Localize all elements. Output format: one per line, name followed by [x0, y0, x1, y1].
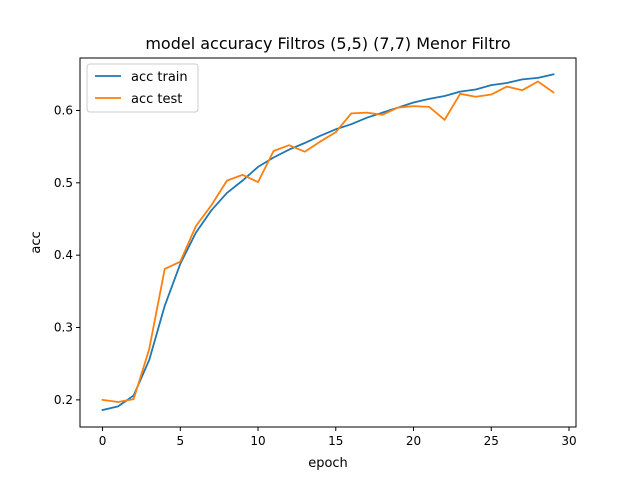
- legend-label: acc test: [131, 92, 182, 107]
- ticks: 0 5 10 15 20 25 30 0.2 0.3 0.4 0.5 0.6: [54, 103, 577, 448]
- legend-label: acc train: [131, 70, 188, 85]
- x-tick-label: 20: [406, 434, 421, 448]
- axes-frame: [79, 57, 577, 428]
- y-tick-label: 0.6: [54, 103, 73, 117]
- x-tick-label: 25: [484, 434, 499, 448]
- x-tick-label: 5: [176, 434, 184, 448]
- legend: acc train acc test: [86, 63, 199, 113]
- y-tick-label: 0.5: [54, 176, 73, 190]
- series-line-acc-test: [101, 80, 555, 403]
- series-line-acc-train: [101, 73, 555, 412]
- x-tick-label: 30: [561, 434, 576, 448]
- chart-title: model accuracy Filtros (5,5) (7,7) Menor…: [145, 34, 510, 53]
- series-lines: [101, 73, 555, 412]
- y-tick-label: 0.3: [54, 321, 73, 335]
- y-axis-label: acc: [29, 231, 44, 253]
- x-tick-label: 10: [250, 434, 265, 448]
- y-tick-label: 0.2: [54, 393, 73, 407]
- y-tick-label: 0.4: [54, 248, 73, 262]
- x-axis-label: epoch: [308, 456, 348, 471]
- plot-area: 0 5 10 15 20 25 300.20.30.40.50.6 acc trainacc…: [54, 57, 577, 448]
- x-tick-label: 15: [328, 434, 343, 448]
- x-tick-label: 0: [99, 434, 107, 448]
